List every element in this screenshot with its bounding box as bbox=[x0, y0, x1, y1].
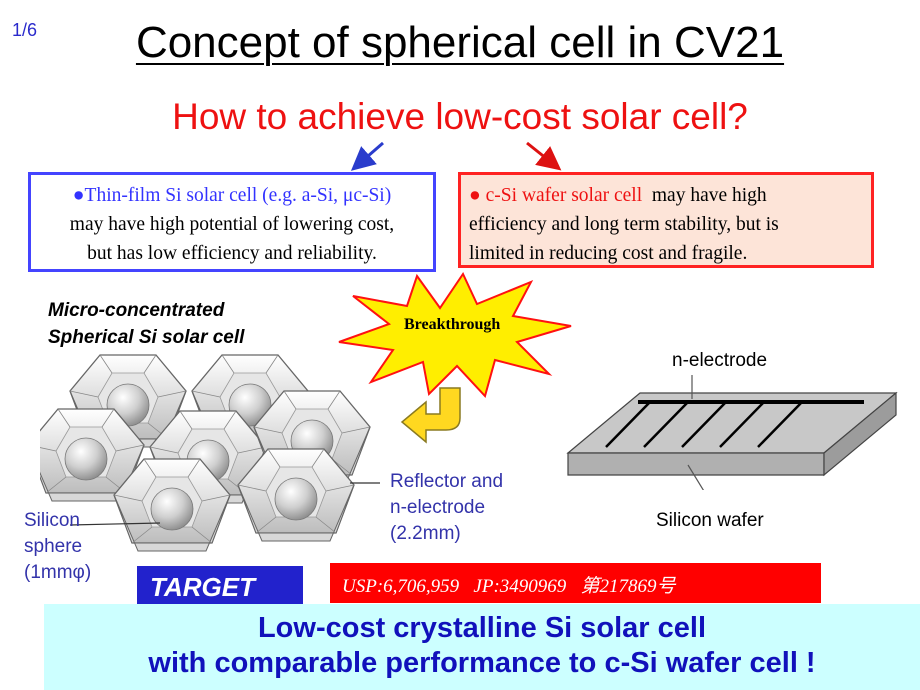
wafer-box: ● c-Si wafer solar cell may have high ef… bbox=[458, 172, 874, 268]
sphere-label-line3: (1mmφ) bbox=[24, 562, 92, 583]
silicon-wafer-label: Silicon wafer bbox=[656, 510, 764, 531]
silicon-sphere-label: Silicon sphere (1mmφ) bbox=[24, 508, 91, 586]
wafer-line2: efficiency and long term stability, but … bbox=[469, 214, 779, 235]
reflector-label-line2: n-electrode bbox=[390, 497, 486, 518]
wafer-heading: ● c-Si wafer solar cell bbox=[469, 185, 643, 206]
sphere-label-line2: sphere bbox=[24, 536, 83, 557]
patent-banner: USP:6,706,959 JP:3490969 第217869号 bbox=[330, 563, 821, 603]
wafer-line1: may have high bbox=[642, 185, 767, 206]
spherical-cell-diagram bbox=[40, 354, 380, 552]
target-statement-line2: with comparable performance to c-Si wafe… bbox=[148, 647, 816, 679]
thin-film-heading: ●Thin-film Si solar cell (e.g. a-Si, μc-… bbox=[72, 185, 392, 206]
question-heading: How to achieve low-cost solar cell? bbox=[172, 96, 748, 137]
n-electrode-label: n-electrode bbox=[672, 350, 768, 371]
breakthrough-starburst-icon bbox=[338, 271, 572, 398]
arrow-left-icon bbox=[350, 141, 384, 171]
spherical-cell-label-line1: Micro-concentrated bbox=[48, 300, 225, 321]
reflector-label-line3: (2.2mm) bbox=[390, 523, 461, 544]
target-statement-box: Low-cost crystalline Si solar cell with … bbox=[44, 604, 920, 690]
silicon-wafer-diagram bbox=[566, 375, 898, 490]
u-turn-arrow-icon bbox=[400, 387, 461, 444]
page-number: 1/6 bbox=[12, 20, 38, 40]
target-badge: TARGET bbox=[137, 566, 303, 609]
thin-film-line3: but has low efficiency and reliability. bbox=[87, 243, 377, 264]
target-statement-line1: Low-cost crystalline Si solar cell bbox=[257, 612, 707, 644]
spherical-cell-label: Micro-concentrated Spherical Si solar ce… bbox=[48, 297, 244, 351]
arrow-right-icon bbox=[526, 141, 562, 171]
reflector-label: Reflector and n-electrode (2.2mm) bbox=[390, 469, 503, 547]
wafer-line3: limited in reducing cost and fragile. bbox=[469, 243, 748, 264]
sphere-label-line1: Silicon bbox=[24, 510, 80, 531]
thin-film-line2: may have high potential of lowering cost… bbox=[69, 214, 395, 235]
thin-film-box: ●Thin-film Si solar cell (e.g. a-Si, μc-… bbox=[28, 172, 436, 272]
breakthrough-label: Breakthrough bbox=[404, 316, 501, 333]
spherical-cell-label-line2: Spherical Si solar cell bbox=[48, 327, 245, 348]
slide-title: Concept of spherical cell in CV21 bbox=[0, 18, 920, 68]
slide-title-text: Concept of spherical cell in CV21 bbox=[135, 18, 785, 67]
reflector-label-line1: Reflector and bbox=[390, 471, 504, 492]
